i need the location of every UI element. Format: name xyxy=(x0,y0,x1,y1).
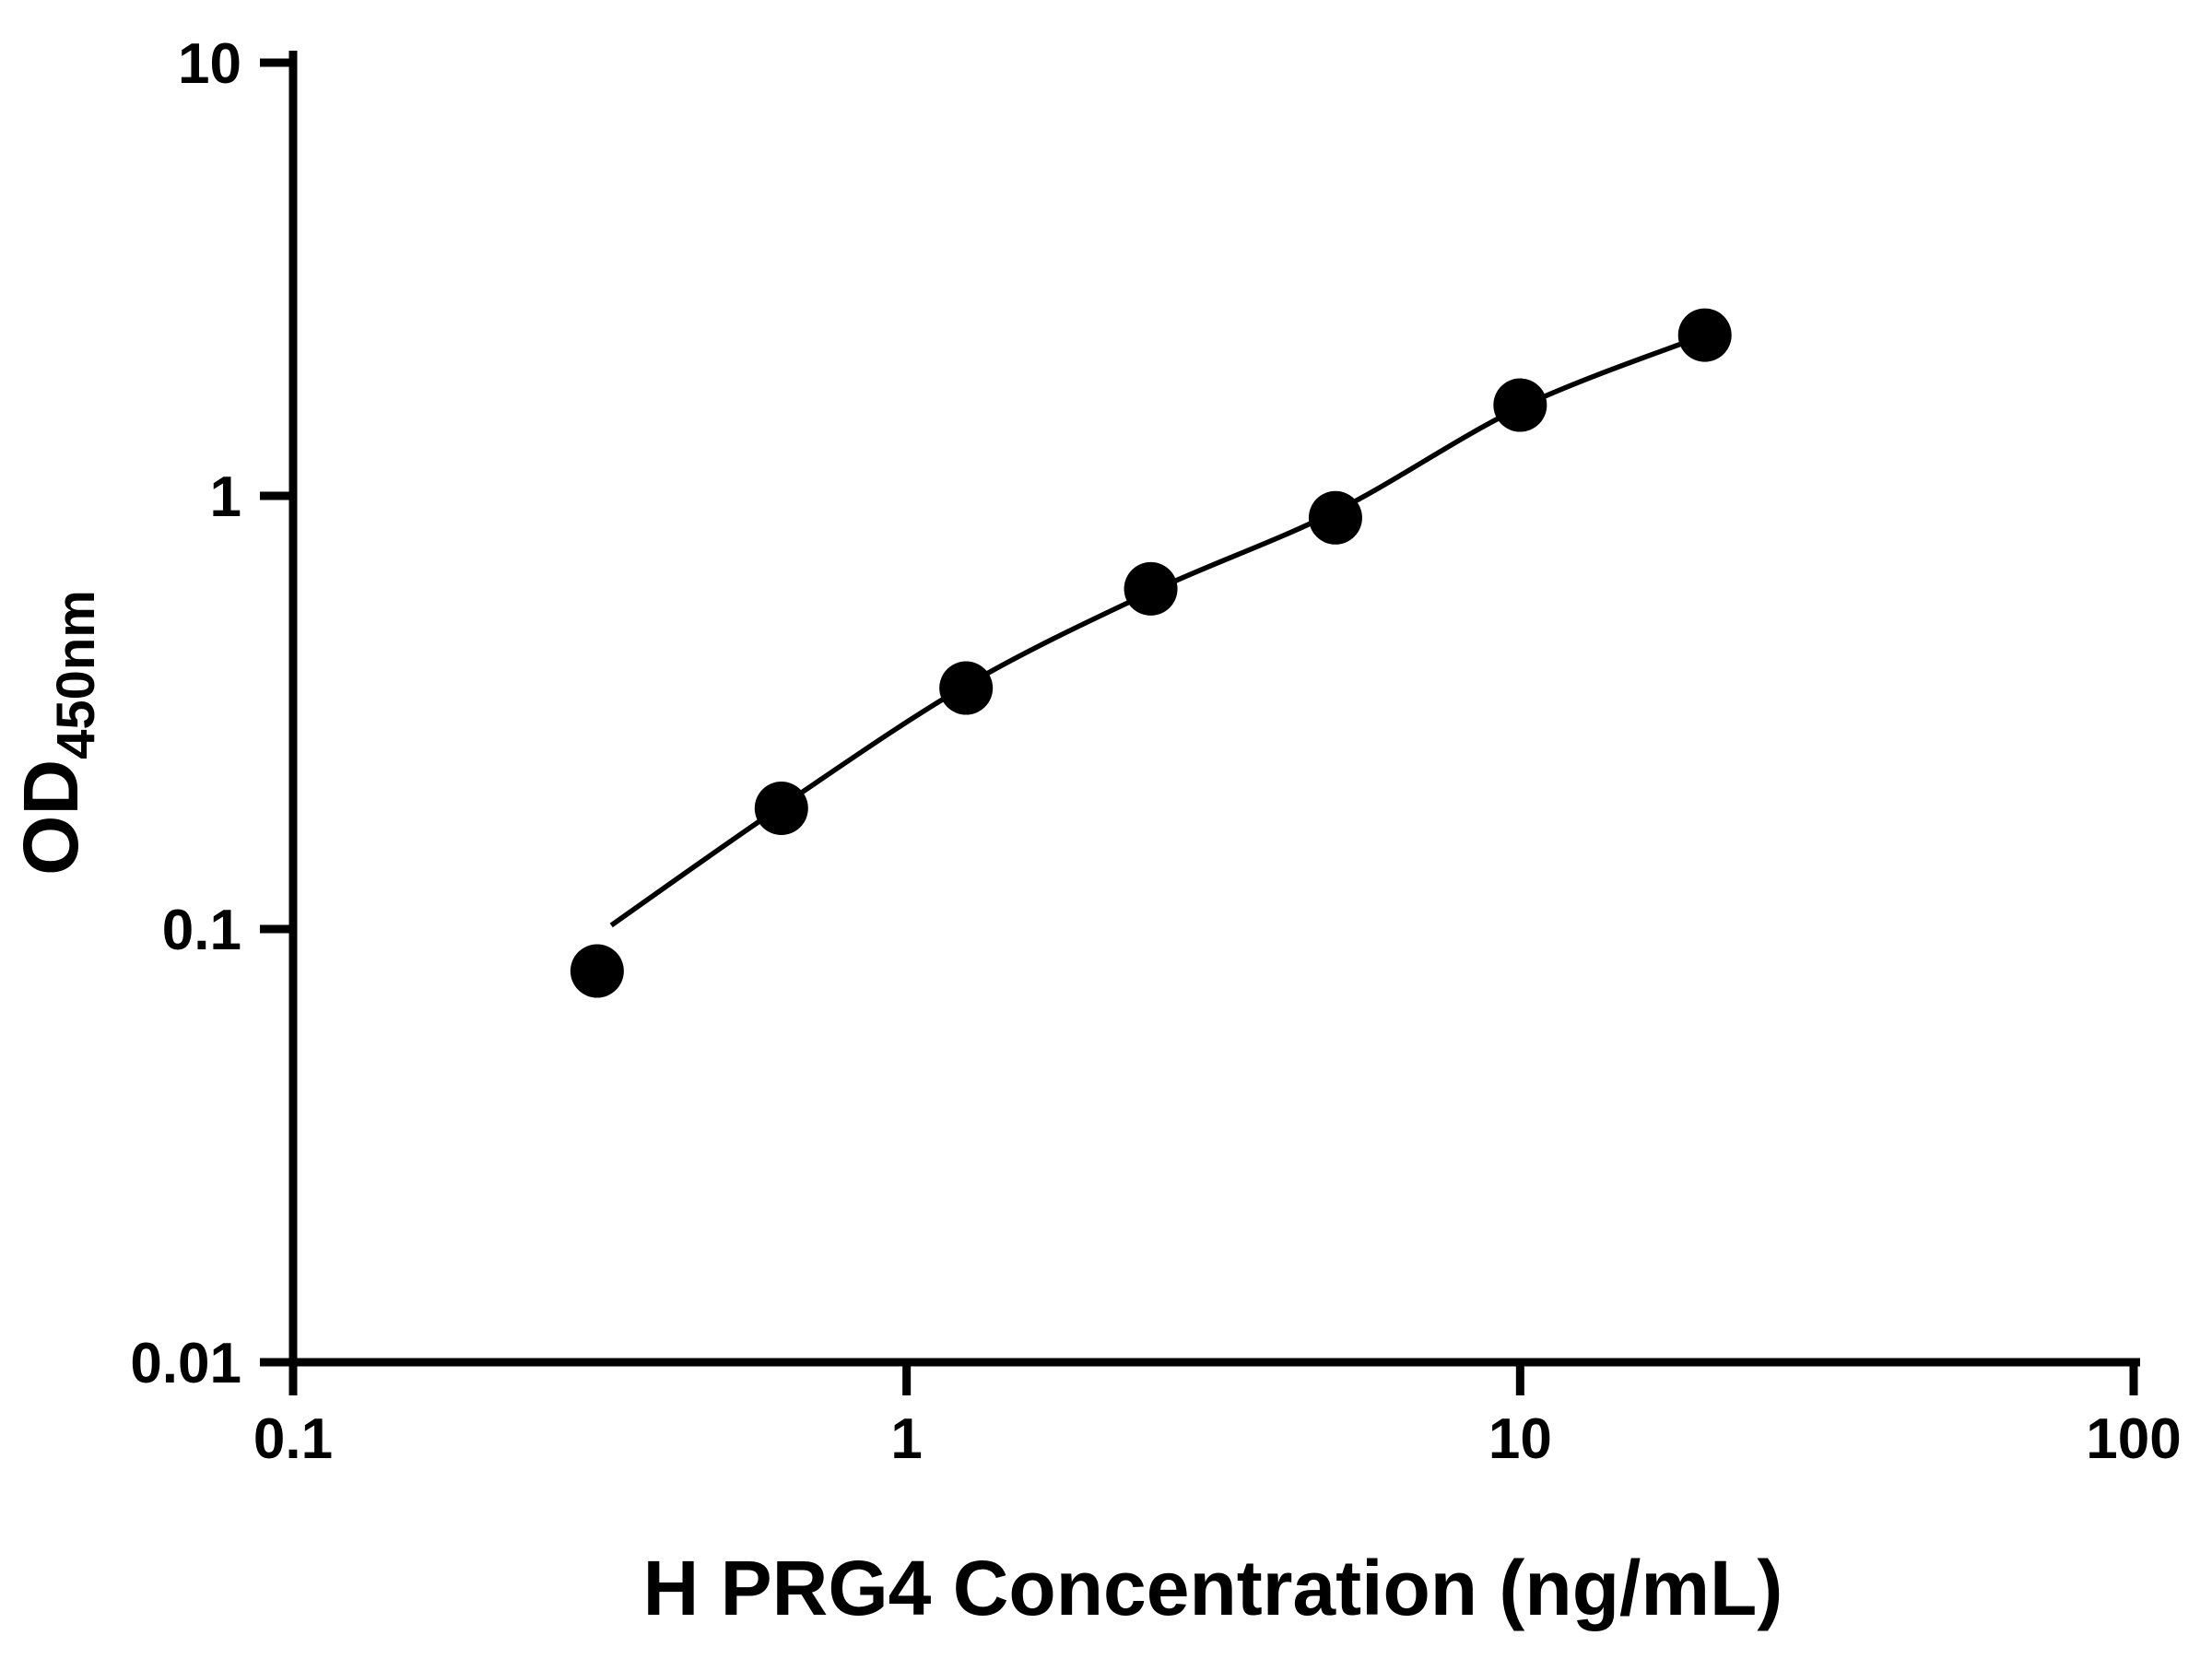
x-tick-label: 10 xyxy=(1488,1407,1552,1471)
data-point-marker xyxy=(570,944,624,998)
data-point-marker xyxy=(1308,490,1362,545)
y-tick-label: 10 xyxy=(178,32,241,96)
y-tick-label: 0.1 xyxy=(162,899,241,962)
data-point-marker xyxy=(1124,561,1178,616)
x-axis-title: H PRG4 Concentration (ng/mL) xyxy=(643,1545,1783,1631)
data-point-marker xyxy=(939,661,994,715)
data-point-marker xyxy=(754,781,808,835)
x-tick-label: 100 xyxy=(2086,1407,2181,1471)
y-axis-title-sub: 450nm xyxy=(46,590,106,759)
y-axis-title-main: OD xyxy=(7,759,94,876)
y-axis-title: OD450nm xyxy=(7,590,106,876)
x-tick-label: 0.1 xyxy=(253,1407,333,1471)
tick-marks xyxy=(260,58,2138,1395)
fit-curve-line xyxy=(609,333,1706,928)
data-point-marker xyxy=(1677,308,1732,362)
y-tick-label: 0.01 xyxy=(130,1332,241,1395)
data-point-marker xyxy=(1493,378,1547,432)
y-tick-label: 1 xyxy=(210,465,241,529)
x-tick-label: 1 xyxy=(890,1407,922,1471)
axes xyxy=(288,51,2140,1367)
data-series xyxy=(570,308,1732,998)
